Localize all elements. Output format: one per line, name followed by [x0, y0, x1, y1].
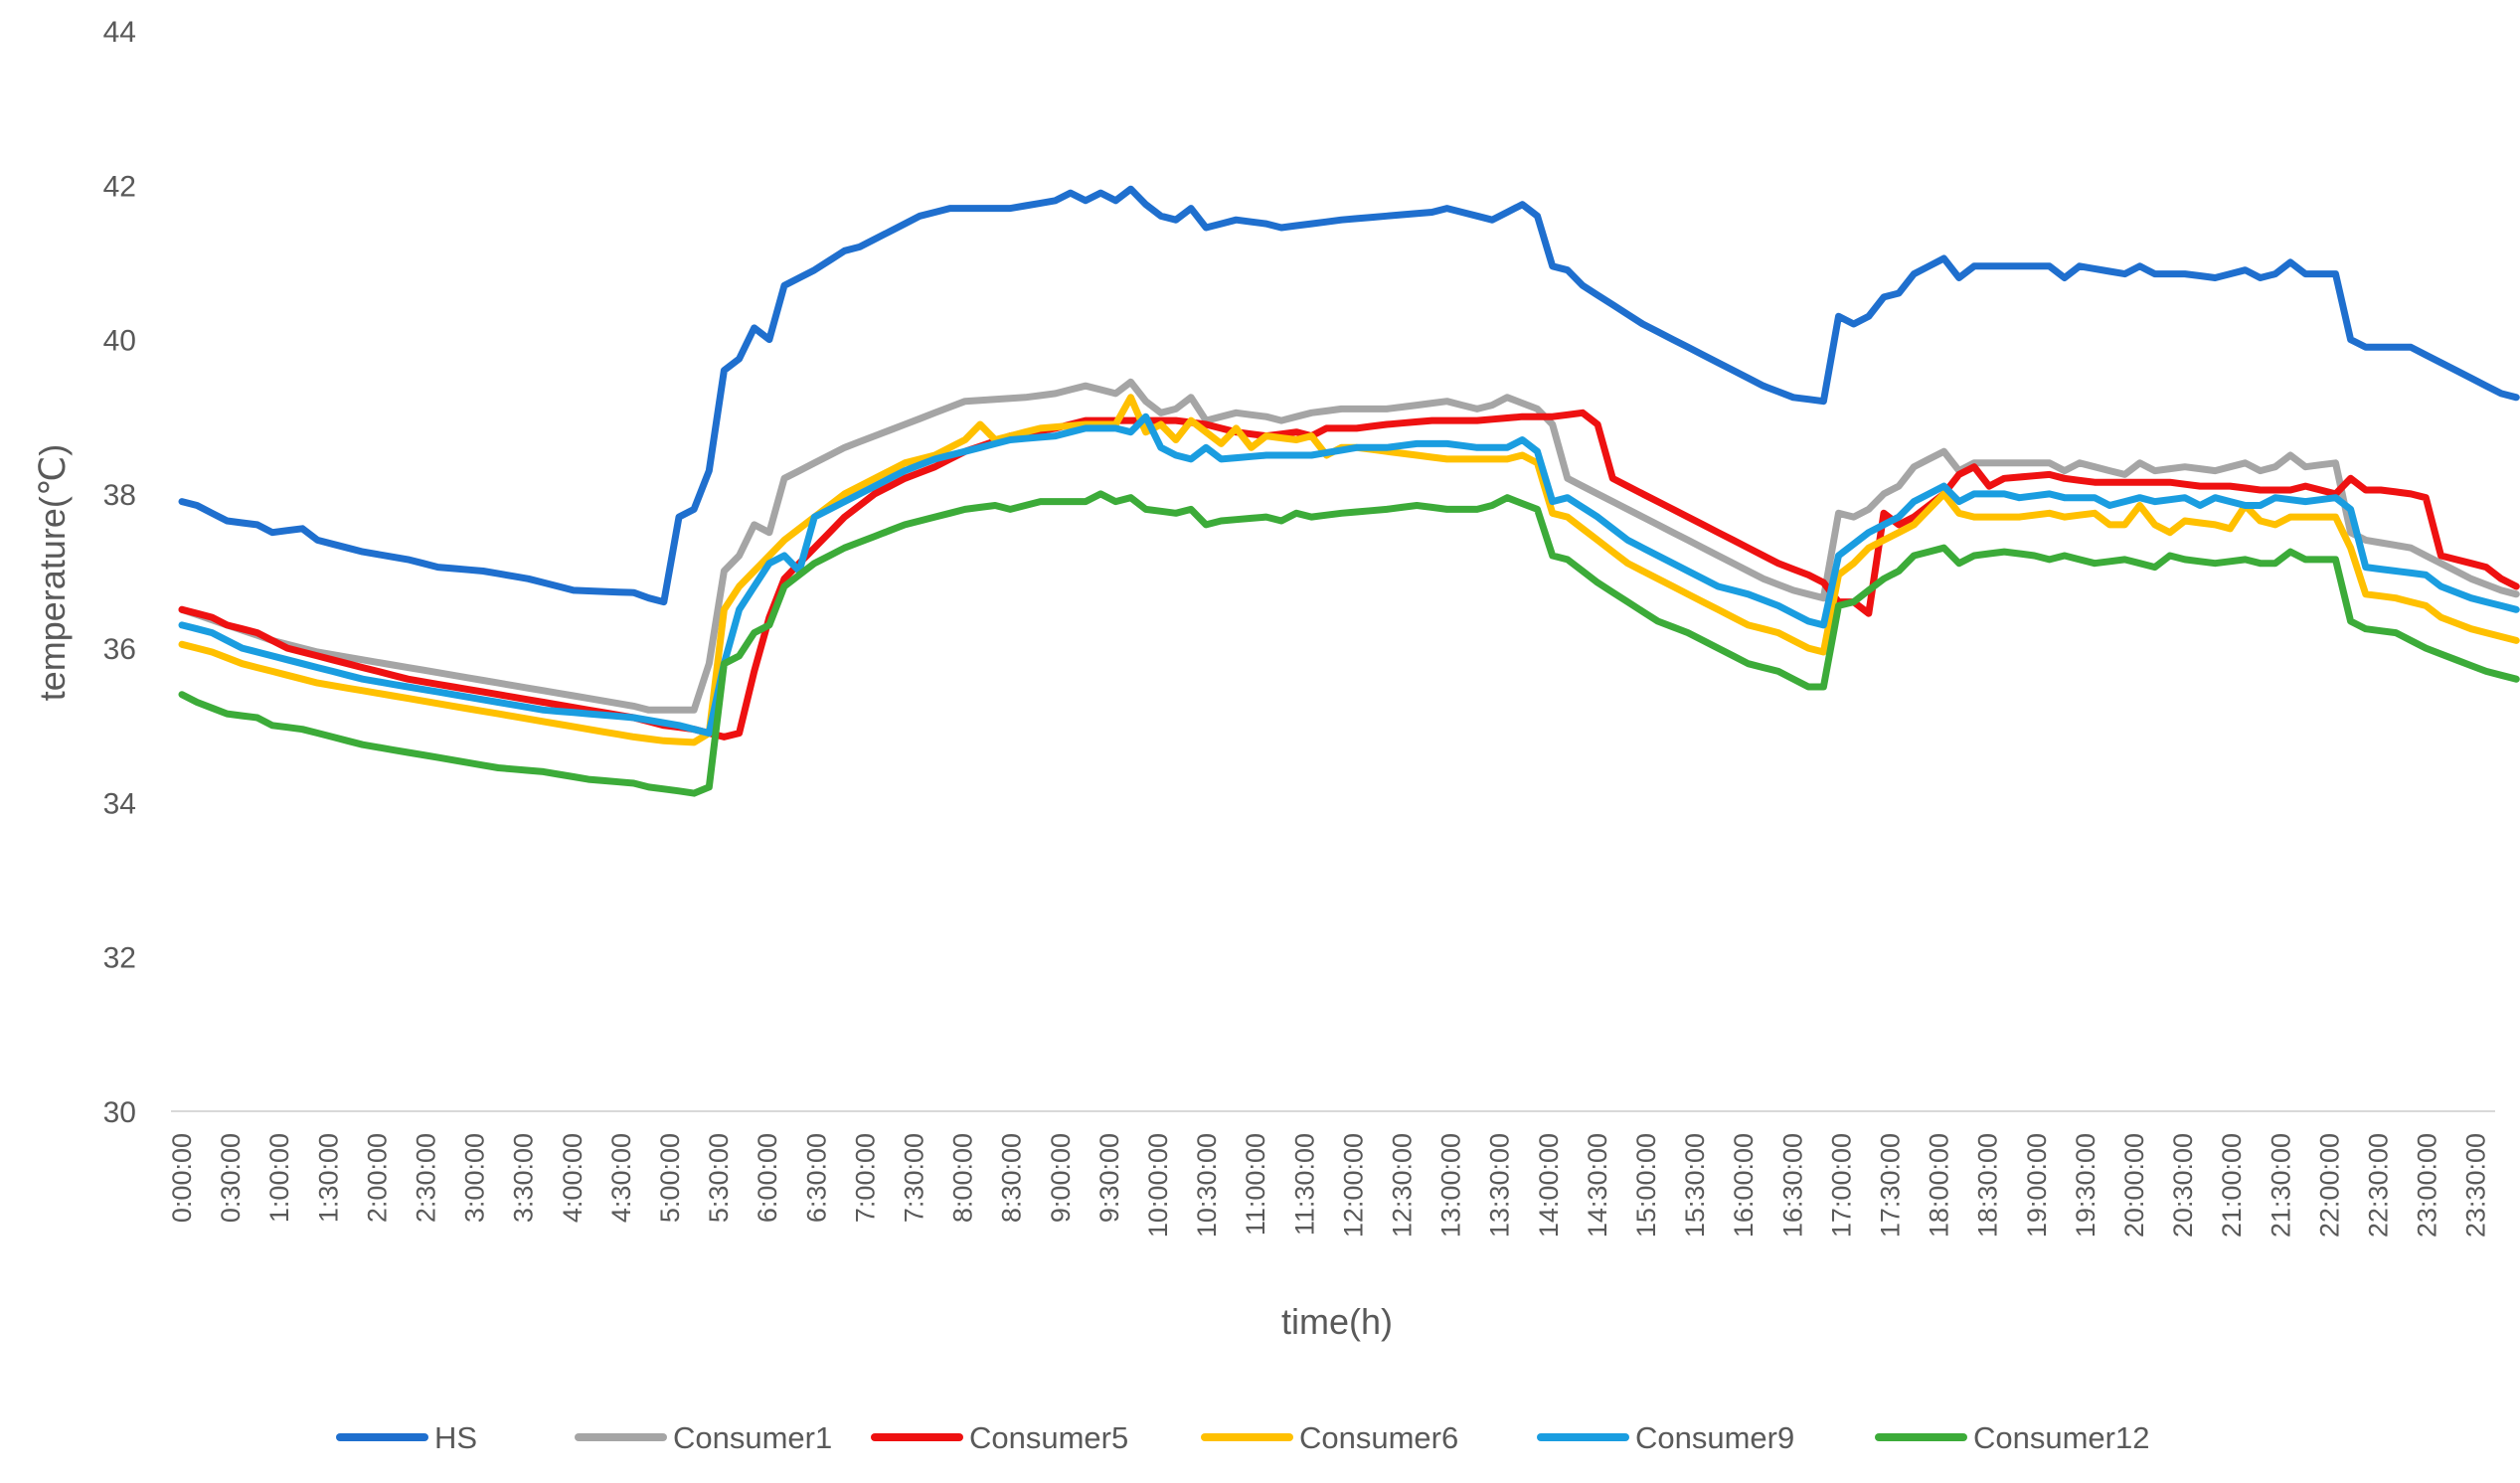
series-lines [178, 185, 2520, 797]
x-tick-label: 3:30:00 [509, 1133, 539, 1223]
y-tick-label: 40 [103, 325, 136, 358]
series-line-consumer9 [178, 412, 2520, 738]
y-axis-ticks: 30 32 34 36 38 40 42 44 [103, 16, 136, 1129]
x-tick-label: 12:30:00 [1388, 1133, 1418, 1237]
x-tick-label: 7:30:00 [900, 1133, 929, 1223]
x-tick-label: 1:30:00 [313, 1133, 343, 1223]
legend-label: Consumer12 [1973, 1420, 2149, 1455]
x-tick-label: 22:00:00 [2314, 1133, 2344, 1237]
legend-item-consumer9: Consumer9 [1537, 1420, 1794, 1455]
x-tick-label: 22:30:00 [2364, 1133, 2394, 1237]
x-tick-label: 1:00:00 [264, 1133, 294, 1223]
x-tick-label: 5:00:00 [655, 1133, 685, 1223]
x-axis-title: time(h) [1281, 1301, 1393, 1342]
series-line-consumer12 [178, 490, 2520, 797]
x-tick-label: 14:30:00 [1583, 1133, 1612, 1237]
x-tick-label: 15:30:00 [1680, 1133, 1710, 1237]
x-tick-label: 8:30:00 [997, 1133, 1027, 1223]
legend-item-consumer6: Consumer6 [1201, 1420, 1458, 1455]
legend-item-consumer12: Consumer12 [1875, 1420, 2149, 1455]
y-axis-title: temperature(℃) [32, 444, 73, 702]
x-tick-label: 23:30:00 [2461, 1133, 2491, 1237]
legend-label: Consumer1 [673, 1420, 832, 1455]
x-tick-label: 13:00:00 [1436, 1133, 1466, 1237]
legend-label: HS [434, 1420, 477, 1455]
legend-label: Consumer5 [969, 1420, 1128, 1455]
x-tick-label: 19:00:00 [2022, 1133, 2052, 1237]
x-tick-label: 13:30:00 [1485, 1133, 1515, 1237]
x-tick-label: 6:00:00 [753, 1133, 782, 1223]
series-line-consumer1 [178, 378, 2520, 714]
legend-item-consumer5: Consumer5 [871, 1420, 1128, 1455]
y-tick-label: 42 [103, 170, 136, 203]
x-tick-label: 19:30:00 [2071, 1133, 2100, 1237]
x-tick-label: 2:30:00 [412, 1133, 441, 1223]
x-tick-label: 4:30:00 [606, 1133, 636, 1223]
x-tick-label: 5:30:00 [704, 1133, 734, 1223]
x-tick-label: 17:30:00 [1876, 1133, 1906, 1237]
x-tick-label: 16:30:00 [1777, 1133, 1807, 1237]
x-tick-label: 9:00:00 [1046, 1133, 1076, 1223]
x-tick-label: 10:30:00 [1192, 1133, 1222, 1237]
x-tick-label: 18:00:00 [1925, 1133, 1954, 1237]
x-tick-label: 14:00:00 [1534, 1133, 1564, 1237]
x-tick-label: 17:00:00 [1826, 1133, 1856, 1237]
legend-item-consumer1: Consumer1 [575, 1420, 832, 1455]
y-tick-label: 32 [103, 942, 136, 975]
legend: HS Consumer1 Consumer5 Consumer6 Consumer9 Co… [336, 1420, 2149, 1455]
y-tick-label: 38 [103, 479, 136, 512]
x-tick-label: 16:00:00 [1729, 1133, 1759, 1237]
x-tick-label: 10:00:00 [1143, 1133, 1173, 1237]
legend-item-hs: HS [336, 1420, 477, 1455]
x-axis-ticks: 0:00:00 0:30:00 1:00:00 1:30:00 2:00:00 2:30:… [167, 1133, 2491, 1237]
x-tick-label: 0:00:00 [167, 1133, 197, 1223]
x-tick-label: 8:00:00 [948, 1133, 978, 1223]
y-tick-label: 34 [103, 787, 136, 820]
series-line-consumer5 [178, 409, 2520, 741]
x-tick-label: 18:30:00 [1973, 1133, 2003, 1237]
x-tick-label: 21:30:00 [2266, 1133, 2295, 1237]
x-tick-label: 7:00:00 [850, 1133, 880, 1223]
x-tick-label: 23:00:00 [2413, 1133, 2442, 1237]
y-tick-label: 30 [103, 1096, 136, 1129]
x-tick-label: 11:00:00 [1241, 1133, 1270, 1236]
x-tick-label: 20:00:00 [2119, 1133, 2149, 1237]
x-tick-label: 20:30:00 [2168, 1133, 2198, 1237]
y-tick-label: 36 [103, 633, 136, 666]
series-line-hs [178, 185, 2520, 606]
x-tick-label: 12:00:00 [1338, 1133, 1368, 1237]
x-tick-label: 21:00:00 [2217, 1133, 2247, 1237]
x-tick-label: 6:30:00 [801, 1133, 831, 1223]
x-tick-label: 15:00:00 [1631, 1133, 1661, 1237]
x-tick-label: 9:30:00 [1094, 1133, 1124, 1223]
legend-label: Consumer9 [1635, 1420, 1794, 1455]
x-tick-label: 11:30:00 [1289, 1133, 1319, 1236]
x-tick-label: 4:00:00 [558, 1133, 588, 1223]
x-tick-label: 2:00:00 [362, 1133, 392, 1223]
y-tick-label: 44 [103, 16, 136, 49]
x-tick-label: 0:30:00 [216, 1133, 246, 1223]
x-tick-label: 3:00:00 [460, 1133, 490, 1223]
legend-label: Consumer6 [1299, 1420, 1458, 1455]
